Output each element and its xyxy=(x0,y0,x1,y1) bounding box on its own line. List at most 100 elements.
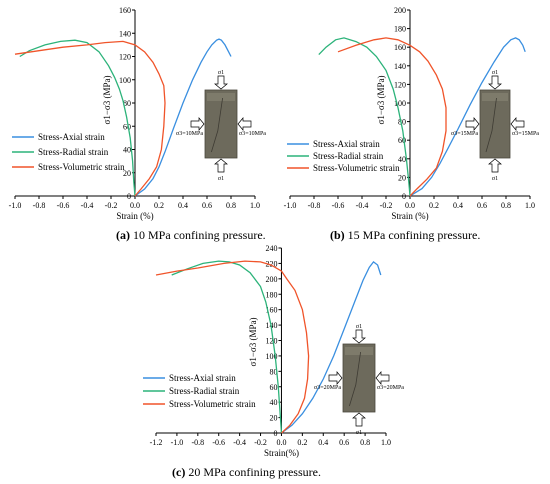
arrow-left-icon xyxy=(375,371,390,385)
specimen-highlight xyxy=(345,347,373,355)
x-tick-label: 0.6 xyxy=(339,438,349,447)
arrow-up-icon xyxy=(352,412,366,427)
legend-label-axial: Stress-Axial strain xyxy=(169,373,236,383)
y-tick-label: 80 xyxy=(398,118,406,127)
specimen-crack xyxy=(211,97,223,153)
y-tick-label: 200 xyxy=(265,275,277,284)
y-tick-label: 140 xyxy=(119,29,131,38)
y-tick-label: 120 xyxy=(119,53,131,62)
x-tick-label: -1.0 xyxy=(9,201,22,210)
series-line-volumetric xyxy=(14,40,166,197)
arrow-right-icon xyxy=(465,117,480,131)
y-tick-label: 200 xyxy=(394,6,406,15)
y-tick-label: 0 xyxy=(402,192,406,201)
y-axis-label: σ1−σ3 (MPa) xyxy=(376,75,386,124)
x-tick-label: 0.8 xyxy=(501,201,511,210)
specimen-crack xyxy=(485,97,497,153)
inset-label-bottom: σ1 xyxy=(492,176,498,182)
x-tick-label: 0.4 xyxy=(318,438,328,447)
x-tick-label: 0.6 xyxy=(202,201,212,210)
x-tick-label: -0.4 xyxy=(233,438,246,447)
arrow-right-icon xyxy=(190,117,205,131)
x-tick-label: 0.0 xyxy=(276,438,286,447)
legend-label-radial: Stress-Radial strain xyxy=(313,151,384,161)
arrow-down-icon xyxy=(488,75,502,90)
arrow-left-icon xyxy=(510,117,525,131)
specimen-highlight xyxy=(207,93,235,101)
y-tick-label: 40 xyxy=(123,146,131,155)
x-tick-label: 0.4 xyxy=(178,201,188,210)
y-tick-label: 20 xyxy=(269,414,277,423)
y-tick-label: 100 xyxy=(265,352,277,361)
inset-label-right: σ3=20MPa xyxy=(377,385,404,391)
x-tick-label: -0.4 xyxy=(81,201,94,210)
arrow-down-icon xyxy=(352,329,366,344)
x-tick-label: 0.8 xyxy=(226,201,236,210)
rock-specimen xyxy=(204,89,238,159)
x-axis-label: Strain (%) xyxy=(116,211,153,221)
x-tick-label: -0.8 xyxy=(191,438,204,447)
caption-b: (b) 15 MPa confining pressure. xyxy=(330,228,481,242)
x-tick-label: -0.2 xyxy=(380,201,393,210)
x-tick-label: 0.4 xyxy=(453,201,463,210)
y-tick-label: 160 xyxy=(265,306,277,315)
specimen-inset: σ1 σ1 σ3=20MPa σ3=20MPa xyxy=(314,324,404,436)
x-tick-label: -0.6 xyxy=(212,438,225,447)
x-tick-label: 0.8 xyxy=(360,438,370,447)
x-tick-label: 1.0 xyxy=(250,201,260,210)
y-tick-label: 220 xyxy=(265,259,277,268)
x-tick-label: -1.2 xyxy=(150,438,163,447)
specimen-inset: σ1 σ1 σ3=10MPa σ3=10MPa xyxy=(176,70,266,182)
inset-label-top: σ1 xyxy=(356,324,362,330)
y-tick-label: 60 xyxy=(123,122,131,131)
inset-label-top: σ1 xyxy=(492,70,498,76)
y-tick-label: 240 xyxy=(265,244,277,253)
y-tick-label: 0 xyxy=(273,429,277,438)
y-tick-label: 80 xyxy=(269,367,277,376)
legend-label-axial: Stress-Axial strain xyxy=(313,139,380,149)
x-tick-label: 0.0 xyxy=(130,201,140,210)
inset-label-bottom: σ1 xyxy=(218,176,224,182)
y-tick-label: 40 xyxy=(269,398,277,407)
y-tick-label: 100 xyxy=(394,99,406,108)
x-tick-label: -0.6 xyxy=(332,201,345,210)
series-line-volumetric xyxy=(337,37,447,197)
x-axis-label: Strain(%) xyxy=(264,448,299,458)
x-axis-label: Strain (%) xyxy=(391,211,428,221)
y-tick-label: 20 xyxy=(123,169,131,178)
y-tick-label: 20 xyxy=(398,173,406,182)
legend-label-axial: Stress-Axial strain xyxy=(38,132,105,142)
x-tick-label: -0.2 xyxy=(254,438,267,447)
x-tick-label: 0.2 xyxy=(297,438,307,447)
specimen-inset: σ1 σ1 σ3=15MPa σ3=15MPa xyxy=(451,70,539,182)
chart-2: -1.2 -1.0 -0.8 -0.6 -0.4 -0.2 0.0 0.2 0.4 0.6 0.8 1… xyxy=(143,244,404,458)
inset-label-left: σ3=10MPa xyxy=(176,131,203,137)
x-tick-label: 1.0 xyxy=(381,438,391,447)
x-tick-label: 1.0 xyxy=(525,201,535,210)
y-axis-label: σ1−σ3 (MPa) xyxy=(248,317,258,366)
y-tick-label: 180 xyxy=(394,25,406,34)
series-line-radial xyxy=(171,260,283,434)
x-tick-label: -0.6 xyxy=(57,201,70,210)
chart-1: -1.0 -0.8 -0.6 -0.4 -0.2 0.0 0.2 0.4 0.6 0.8 1.0 0 2… xyxy=(284,6,540,221)
legend-label-radial: Stress-Radial strain xyxy=(169,386,240,396)
series-line-axial xyxy=(134,38,232,197)
arrow-left-icon xyxy=(237,117,252,131)
x-tick-label: -1.0 xyxy=(284,201,297,210)
y-tick-label: 0 xyxy=(127,192,131,201)
y-tick-label: 80 xyxy=(123,99,131,108)
inset-label-bottom: σ1 xyxy=(356,430,362,436)
legend-label-volumetric: Stress-Volumetric strain xyxy=(313,163,400,173)
y-tick-label: 120 xyxy=(265,337,277,346)
x-tick-label: 0.0 xyxy=(405,201,415,210)
series-line-axial xyxy=(281,260,382,434)
caption-a: (a) 10 MPa confining pressure. xyxy=(116,228,266,242)
y-tick-label: 140 xyxy=(394,62,406,71)
caption-c: (c) 20 MPa confining pressure. xyxy=(172,465,321,479)
x-tick-label: -0.2 xyxy=(105,201,118,210)
y-tick-label: 60 xyxy=(398,136,406,145)
series-line-axial xyxy=(409,37,526,197)
x-tick-label: 0.2 xyxy=(154,201,164,210)
inset-label-top: σ1 xyxy=(218,70,224,76)
